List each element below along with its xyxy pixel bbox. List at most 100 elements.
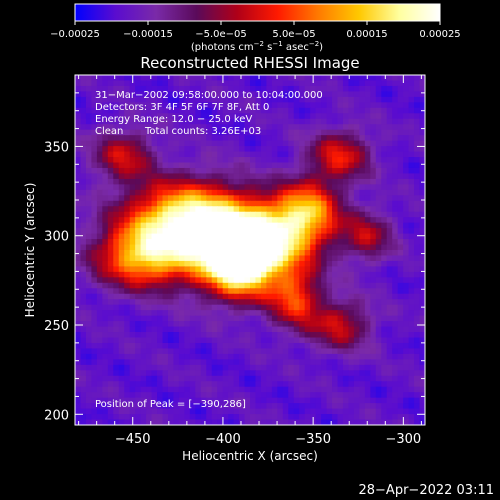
heatmap-cell — [392, 96, 399, 103]
heatmap-cell — [244, 173, 251, 180]
heatmap-cell — [342, 397, 350, 404]
heatmap-cell — [326, 419, 333, 425]
heatmap-cell — [419, 135, 425, 142]
heatmap-cell — [85, 414, 93, 421]
heatmap-cell — [107, 419, 114, 425]
heatmap-cell — [332, 146, 339, 153]
heatmap-cell — [403, 75, 410, 82]
heatmap-cell — [96, 271, 103, 278]
heatmap-cell — [304, 167, 311, 175]
heatmap-cell — [228, 364, 235, 371]
heatmap-cell — [337, 113, 344, 120]
heatmap-cell — [173, 342, 180, 350]
heatmap-cell — [91, 250, 98, 257]
heatmap-cell — [239, 75, 246, 82]
heatmap-cell — [189, 342, 196, 350]
heatmap-cell — [266, 364, 273, 371]
heatmap-cell — [244, 364, 251, 371]
heatmap-cell — [228, 337, 235, 344]
heatmap-cell — [321, 102, 328, 109]
heatmap-cell — [85, 315, 93, 322]
heatmap-cell — [392, 381, 399, 388]
heatmap-cell — [337, 184, 344, 191]
heatmap-cell — [228, 282, 235, 289]
heatmap-cell — [293, 414, 300, 421]
heatmap-cell — [222, 304, 229, 311]
heatmap-cell — [129, 255, 136, 262]
heatmap-cell — [414, 293, 421, 300]
heatmap-cell — [162, 118, 169, 125]
heatmap-cell — [102, 91, 109, 98]
heatmap-cell — [315, 304, 322, 311]
heatmap-cell — [403, 403, 410, 410]
heatmap-cell — [266, 304, 273, 311]
heatmap-cell — [403, 189, 410, 196]
heatmap-cell — [124, 293, 131, 300]
heatmap-cell — [140, 135, 147, 142]
heatmap-cell — [91, 255, 98, 262]
heatmap-cell — [178, 332, 185, 339]
heatmap-cell — [206, 353, 213, 360]
heatmap-cell — [332, 266, 339, 273]
heatmap-cell — [414, 304, 421, 311]
heatmap-cell — [386, 107, 393, 114]
heatmap-cell — [189, 167, 196, 175]
heatmap-cell — [113, 282, 120, 289]
heatmap-cell — [288, 348, 295, 355]
heatmap-cell — [408, 386, 415, 393]
heatmap-cell — [375, 85, 382, 93]
heatmap-cell — [414, 419, 421, 425]
heatmap-cell — [342, 173, 350, 180]
heatmap-cell — [102, 342, 109, 350]
heatmap-cell — [353, 370, 360, 377]
heatmap-cell — [310, 293, 317, 300]
heatmap-cell — [206, 386, 213, 393]
heatmap-cell — [332, 375, 339, 382]
heatmap-cell — [167, 315, 175, 322]
heatmap-cell — [140, 118, 147, 125]
heatmap-cell — [414, 250, 421, 257]
heatmap-cell — [135, 342, 142, 350]
heatmap-cell — [370, 271, 377, 278]
heatmap-cell — [403, 135, 410, 142]
heatmap-cell — [178, 195, 185, 202]
heatmap-cell — [260, 200, 268, 207]
heatmap-cell — [217, 332, 224, 339]
heatmap-cell — [113, 233, 120, 240]
heatmap-cell — [321, 178, 328, 185]
heatmap-cell — [315, 239, 322, 246]
heatmap-cell — [260, 244, 268, 251]
heatmap-cell — [288, 271, 295, 278]
heatmap-cell — [200, 392, 207, 399]
heatmap-cell — [167, 408, 175, 415]
heatmap-cell — [364, 321, 371, 328]
heatmap-cell — [282, 342, 289, 350]
heatmap-cell — [403, 370, 410, 377]
heatmap-cell — [359, 332, 366, 339]
heatmap-cell — [239, 167, 246, 175]
heatmap-cell — [239, 364, 246, 371]
heatmap-cell — [408, 419, 415, 425]
heatmap-cell — [124, 107, 131, 114]
heatmap-cell — [102, 195, 109, 202]
heatmap-cell — [113, 353, 120, 360]
heatmap-cell — [282, 107, 289, 114]
heatmap-cell — [200, 266, 207, 273]
heatmap-cell — [184, 178, 191, 185]
heatmap-cell — [288, 239, 295, 246]
heatmap-cell — [342, 151, 350, 158]
heatmap-cell — [353, 353, 360, 360]
heatmap-cell — [135, 304, 142, 311]
heatmap-cell — [233, 217, 240, 224]
heatmap-cell — [342, 200, 350, 207]
heatmap-cell — [392, 85, 399, 93]
heatmap-cell — [364, 167, 371, 175]
heatmap-cell — [178, 151, 185, 158]
heatmap-cell — [419, 370, 425, 377]
heatmap-cell — [233, 408, 240, 415]
heatmap-cell — [419, 310, 425, 317]
heatmap-cell — [107, 321, 114, 328]
heatmap-cell — [102, 162, 109, 169]
heatmap-cell — [375, 332, 382, 339]
heatmap-cell — [107, 200, 114, 207]
